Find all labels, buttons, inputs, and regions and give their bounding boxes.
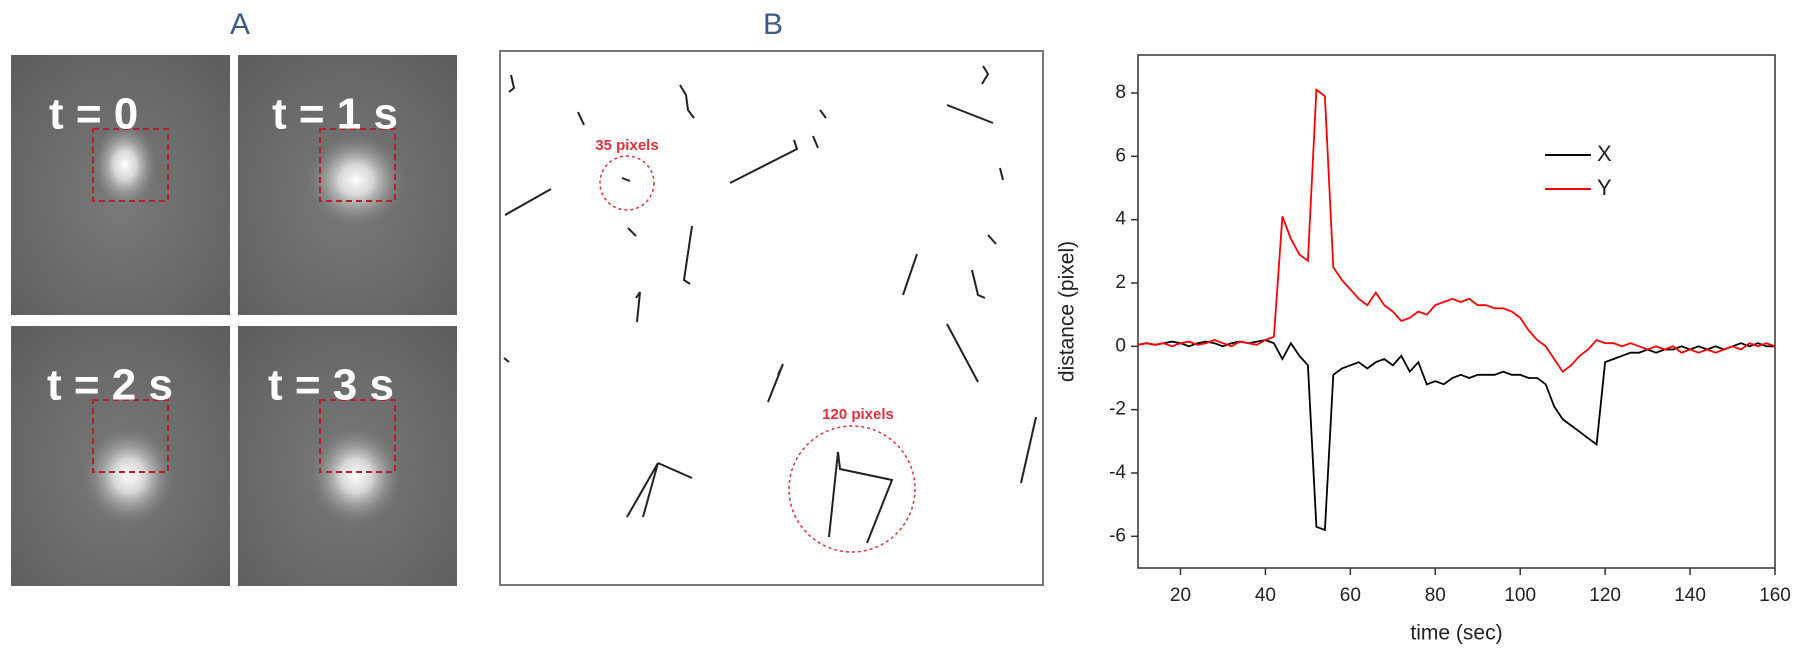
y-axis-label: distance (pixel): [1056, 241, 1079, 382]
x-tick-label: 140: [1674, 585, 1706, 606]
x-axis-label: time (sec): [1410, 622, 1502, 645]
image-tile: t = 0: [11, 55, 230, 315]
data-line: [1138, 90, 1775, 372]
panel-label: B: [763, 8, 783, 41]
y-tick-label: 0: [1115, 335, 1126, 356]
frame-label: t = 2 s: [47, 361, 173, 410]
x-tick-label: 80: [1425, 585, 1446, 606]
image-tile: t = 1 s: [238, 55, 457, 315]
x-tick-label: 40: [1255, 585, 1276, 606]
annotation: 120 pixels: [822, 406, 894, 423]
annotation: 35 pixels: [595, 137, 658, 154]
image-tile: t = 2 s: [11, 326, 230, 586]
x-tick-label: 120: [1589, 585, 1621, 606]
legend-label: X: [1597, 141, 1612, 166]
x-tick-label: 20: [1170, 585, 1191, 606]
x-tick-label: 160: [1759, 585, 1791, 606]
image-tile: t = 3 s: [238, 326, 457, 586]
y-tick-label: -4: [1109, 462, 1126, 483]
frame-label: t = 1 s: [272, 90, 398, 139]
figure: A B t = 0 t = 1 s t = 2 s t = 3 s: [0, 0, 1793, 650]
y-tick-label: -2: [1109, 399, 1126, 420]
y-tick-label: 4: [1115, 209, 1126, 230]
legend-label: Y: [1597, 175, 1612, 200]
line-chart: 20 40 60 80 100 120 140 160 -6 -4 -2 0 2 4 6 8 time (sec…: [1056, 55, 1791, 645]
panel-label: A: [230, 8, 250, 41]
y-tick-label: 2: [1115, 272, 1126, 293]
frame-label: t = 0: [49, 90, 138, 139]
y-tick-label: 6: [1115, 145, 1126, 166]
x-tick-label: 100: [1504, 585, 1536, 606]
x-tick-label: 60: [1340, 585, 1361, 606]
y-tick-label: 8: [1115, 82, 1126, 103]
data-line: [1138, 340, 1775, 530]
trajectory-panel: 35 pixels 120 pixels: [500, 51, 1043, 585]
y-tick-label: -6: [1109, 525, 1126, 546]
plot-frame: [1138, 55, 1775, 568]
frame-label: t = 3 s: [268, 361, 394, 410]
